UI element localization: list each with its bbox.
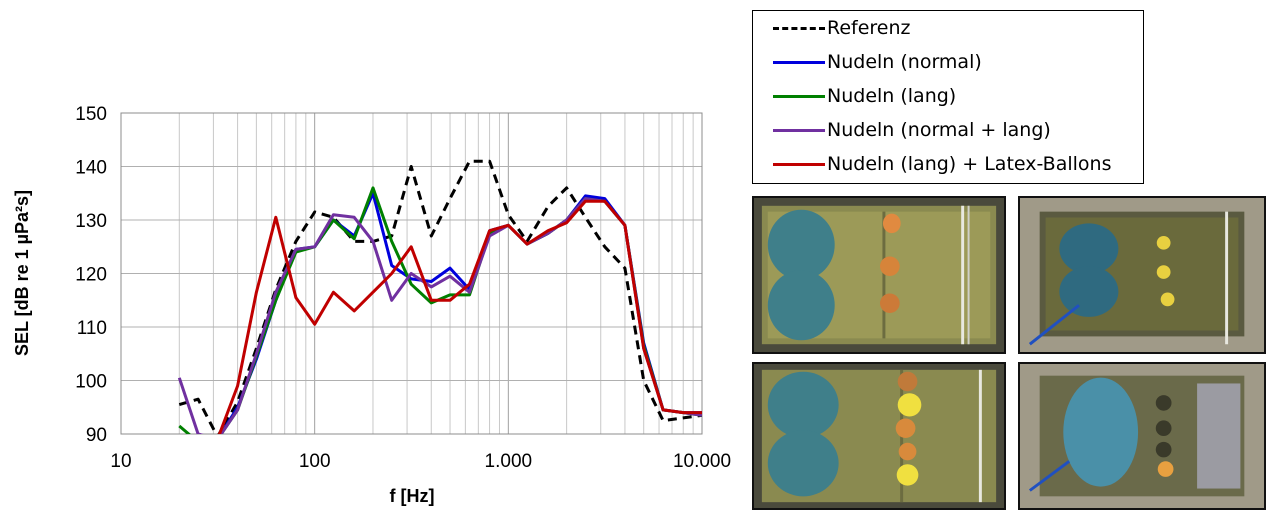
tank-photo-image [1020, 198, 1264, 352]
y-tick-label: 100 [75, 372, 107, 393]
photo-top-right [1018, 196, 1266, 354]
legend-swatch [773, 94, 825, 98]
legend-label: Nudeln (normal) [827, 51, 982, 73]
legend-swatch [773, 128, 825, 132]
y-tick-label: 150 [75, 104, 107, 125]
y-tick-label: 110 [77, 318, 107, 339]
plot-border [120, 112, 703, 435]
legend-item-nudeln-normal: Nudeln (normal) [773, 47, 982, 77]
x-tick-labels: 10 100 1.000 10.000 [110, 451, 731, 472]
y-tick-label: 140 [75, 158, 107, 179]
legend-label: Referenz [827, 17, 911, 39]
series-line-referenz [178, 159, 702, 434]
x-tick-label: 100 [299, 451, 331, 472]
tank-photo-image [754, 198, 1004, 352]
y-tick-label: 120 [75, 265, 107, 286]
series-layer [177, 159, 702, 434]
photo-bottom-right [1018, 362, 1266, 510]
x-tick-label: 10.000 [673, 451, 731, 472]
legend-label: Nudeln (normal + lang) [827, 119, 1051, 141]
legend-swatch [773, 162, 825, 166]
photo-bottom-left [752, 362, 1006, 510]
legend-label: Nudeln (lang) + Latex-Ballons [827, 153, 1112, 175]
tank-photo-image [754, 364, 1004, 508]
photo-top-left [752, 196, 1006, 354]
y-tick-label: 90 [86, 425, 107, 446]
legend-label: Nudeln (lang) [827, 85, 957, 107]
chart-legend: Referenz Nudeln (normal) Nudeln (lang) N… [752, 10, 1144, 184]
y-tick-label: 130 [75, 211, 107, 232]
x-axis-label: f [Hz] [390, 486, 435, 506]
legend-item-nudeln-lang: Nudeln (lang) [773, 81, 956, 111]
legend-item-nudeln-normal-lang: Nudeln (normal + lang) [773, 115, 1051, 145]
tank-photo-image [1020, 364, 1264, 508]
y-tick-labels: 90 100 110 120 130 140 150 [75, 104, 107, 446]
legend-swatch [773, 26, 825, 30]
plot-area-frame [120, 112, 703, 435]
series-line-nudeln-lang-latex-ballons [217, 199, 702, 434]
legend-item-referenz: Referenz [773, 13, 911, 43]
y-axis-label: SEL [dB re 1 µPa²s] [12, 190, 32, 356]
chart-background [0, 0, 750, 513]
x-tick-label: 10 [110, 451, 131, 472]
legend-swatch [773, 60, 825, 64]
x-tick-label: 1.000 [485, 451, 533, 472]
sel-frequency-chart: 90 100 110 120 130 140 150 10 100 1.000 10.000 SE… [0, 0, 750, 513]
legend-item-latex-ballons: Nudeln (lang) + Latex-Ballons [773, 149, 1111, 179]
